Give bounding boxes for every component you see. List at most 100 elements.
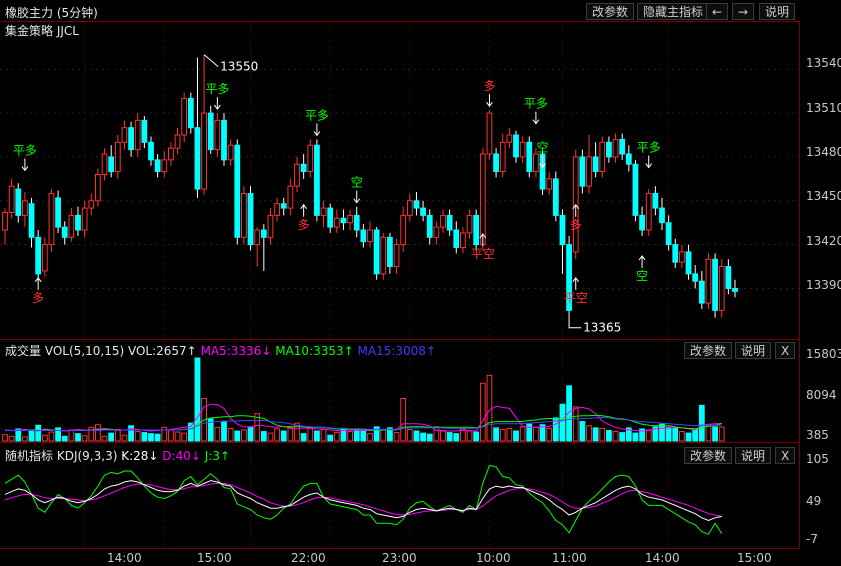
vol-ma10-line — [5, 414, 722, 431]
candle — [440, 214, 446, 228]
low-label: 13365 — [583, 321, 621, 335]
volume-bar — [420, 432, 426, 442]
kdj-k-line — [4, 480, 722, 522]
kdj-explain-button[interactable]: 说明 — [735, 447, 772, 464]
candle — [460, 232, 466, 249]
chart-title: 橡胶主力 (5分钟) — [5, 6, 98, 20]
volume-bar — [128, 425, 134, 442]
candle — [267, 214, 274, 238]
volume-bar — [134, 431, 141, 442]
price-tick: 13480 — [806, 145, 841, 159]
candle — [712, 258, 718, 311]
time-tick: 23:00 — [382, 551, 417, 565]
candle — [619, 138, 626, 155]
candle — [373, 229, 380, 275]
vol-change-params-button[interactable]: 改参数 — [684, 342, 733, 359]
kdj-panel-title: 随机指标 KDJ(9,3,3) K:28↓ D:40↓ J:3↑ — [5, 447, 230, 464]
candle — [566, 244, 572, 311]
signal-label: 平多 — [305, 108, 329, 122]
vol-ma15: MA15:3008↑ — [357, 344, 436, 358]
candle — [294, 163, 300, 187]
volume-bar — [712, 426, 718, 442]
candle — [645, 192, 652, 231]
volume-bar — [546, 427, 553, 442]
candle — [659, 207, 665, 224]
volume-bar — [453, 433, 460, 442]
volume-bar — [586, 425, 592, 442]
candle — [506, 134, 513, 143]
candle — [533, 153, 539, 173]
vol-explain-button[interactable]: 说明 — [735, 342, 772, 359]
candle — [2, 211, 8, 231]
volume-bar — [61, 435, 68, 442]
candle — [672, 244, 679, 263]
candle — [679, 251, 685, 263]
volume-bar — [486, 374, 493, 442]
candle — [247, 192, 254, 246]
volume-bar — [513, 430, 519, 442]
candle — [546, 178, 553, 190]
volume-bar — [254, 413, 261, 442]
volume-bar — [108, 432, 115, 442]
candle — [685, 251, 692, 275]
volume-bar — [373, 426, 380, 442]
vol-close-button[interactable]: X — [775, 342, 796, 359]
volume-bar — [387, 427, 393, 442]
candle — [114, 141, 121, 173]
time-tick: 10:00 — [476, 551, 511, 565]
volume-bar — [41, 434, 48, 442]
volume-bar — [48, 431, 55, 442]
volume-bar — [28, 430, 35, 442]
candle — [314, 144, 320, 216]
volume-bar — [679, 431, 685, 442]
scroll-left-button[interactable]: ← — [706, 3, 728, 20]
candle — [705, 258, 712, 304]
candle — [513, 134, 519, 158]
candle — [168, 147, 174, 161]
volume-bar — [685, 432, 692, 442]
volume-bar — [2, 434, 8, 442]
candle — [387, 236, 393, 268]
candle — [426, 214, 433, 238]
kdj-j-line — [4, 464, 723, 535]
candle — [81, 207, 88, 231]
time-tick: 11:00 — [552, 551, 587, 565]
volume-bar — [672, 427, 679, 442]
volume-bar — [95, 424, 101, 442]
volume-bar — [35, 424, 42, 442]
volume-bar — [559, 403, 566, 442]
volume-bar — [194, 357, 201, 442]
candle — [108, 156, 115, 173]
vol-ma5: MA5:3336↓ — [200, 344, 272, 358]
volume-bar — [479, 382, 486, 442]
hide-main-indicator-button[interactable]: 隐藏主指标 — [637, 3, 710, 20]
explain-button[interactable]: 说明 — [759, 3, 796, 20]
scroll-right-button[interactable]: → — [732, 3, 754, 20]
volume-bar — [101, 435, 108, 442]
volume-bar — [333, 432, 340, 442]
volume-bar — [645, 429, 652, 442]
signal-label: 平空 — [564, 291, 588, 305]
kdj-change-params-button[interactable]: 改参数 — [684, 447, 733, 464]
candle — [307, 144, 314, 173]
candle — [8, 185, 15, 213]
candle — [61, 226, 68, 238]
price-tick: 13510 — [806, 101, 841, 115]
candle — [606, 141, 612, 158]
volume-bar — [566, 385, 572, 442]
kdj-close-button[interactable]: X — [775, 447, 796, 464]
volume-bar — [121, 434, 128, 442]
volume-bar — [68, 429, 75, 442]
volume-bar — [400, 397, 407, 442]
kdj-bottom-divider — [0, 548, 800, 549]
kdj-tick: 105 — [806, 452, 829, 466]
signal-label: 平多 — [205, 82, 229, 96]
signal-arrow-head — [300, 203, 308, 210]
kdj-k: K:28↓ — [121, 449, 159, 463]
candle — [214, 119, 221, 151]
volume-bar — [493, 427, 499, 442]
change-params-button[interactable]: 改参数 — [586, 3, 635, 20]
signal-label: 平多 — [637, 141, 661, 155]
signal-label: 多 — [483, 79, 495, 93]
volume-bar — [380, 429, 387, 442]
